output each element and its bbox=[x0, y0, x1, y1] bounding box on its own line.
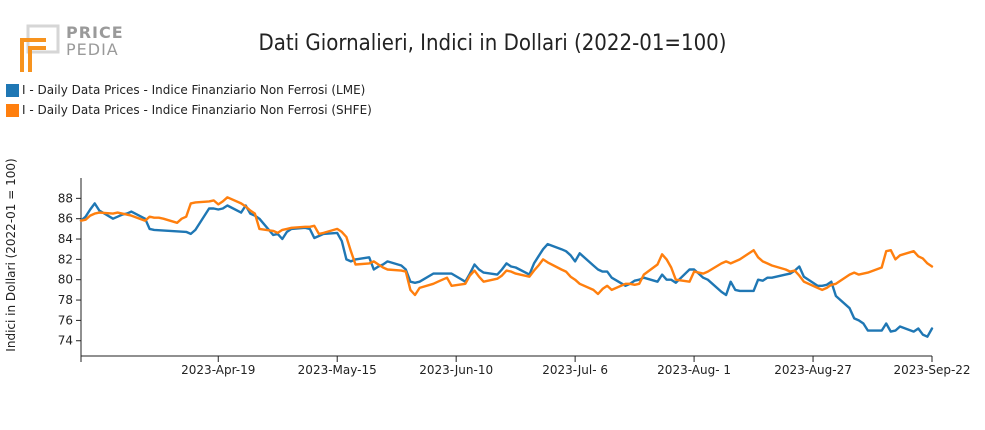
legend-swatch-lme bbox=[6, 83, 19, 97]
y-axis: 74 76 78 80 82 84 86 88 bbox=[58, 178, 82, 356]
legend-swatch-shfe bbox=[6, 103, 19, 117]
x-tick-label: 2023-Aug-27 bbox=[774, 363, 852, 377]
y-tick-label: 74 bbox=[58, 334, 73, 348]
legend-label-shfe: I - Daily Data Prices - Indice Finanziar… bbox=[22, 103, 372, 117]
legend-item-shfe[interactable]: I - Daily Data Prices - Indice Finanziar… bbox=[6, 100, 372, 120]
chart-legend: I - Daily Data Prices - Indice Finanziar… bbox=[6, 80, 372, 120]
x-tick-label: 2023-Jun-10 bbox=[419, 363, 493, 377]
logo-wordmark: PRICE PEDIA bbox=[66, 24, 124, 58]
x-tick-label: 2023-Jul- 6 bbox=[542, 363, 608, 377]
x-tick-label: 2023-Aug- 1 bbox=[657, 363, 731, 377]
series-line-lme[interactable] bbox=[79, 202, 934, 338]
x-tick-label: 2023-May-15 bbox=[298, 363, 377, 377]
y-tick-label: 80 bbox=[58, 273, 73, 287]
series-lines bbox=[79, 196, 934, 338]
x-axis: 2023-Apr-19 2023-May-15 2023-Jun-10 2023-Ju… bbox=[80, 355, 971, 377]
y-tick-label: 86 bbox=[58, 212, 73, 226]
pricepedia-logo: PRICE PEDIA bbox=[18, 22, 128, 74]
x-tick-label: 2023-Apr-19 bbox=[181, 363, 255, 377]
x-tick-label: 2023-Sep-22 bbox=[893, 363, 970, 377]
y-tick-label: 82 bbox=[58, 252, 73, 266]
legend-item-lme[interactable]: I - Daily Data Prices - Indice Finanziar… bbox=[6, 80, 372, 100]
logo-word-price: PRICE bbox=[66, 23, 124, 42]
chart-title: Dati Giornalieri, Indici in Dollari (202… bbox=[258, 31, 727, 56]
y-tick-label: 76 bbox=[58, 313, 73, 327]
logo-mark-icon bbox=[20, 24, 60, 72]
legend-label-lme: I - Daily Data Prices - Indice Finanziar… bbox=[22, 83, 366, 97]
y-axis-title: Indici in Dollari (2022-01 = 100) bbox=[4, 158, 18, 351]
logo-word-pedia: PEDIA bbox=[66, 40, 119, 59]
y-tick-label: 84 bbox=[58, 232, 73, 246]
y-tick-label: 78 bbox=[58, 293, 73, 307]
y-tick-label: 88 bbox=[58, 191, 73, 205]
series-line-shfe[interactable] bbox=[79, 196, 934, 297]
